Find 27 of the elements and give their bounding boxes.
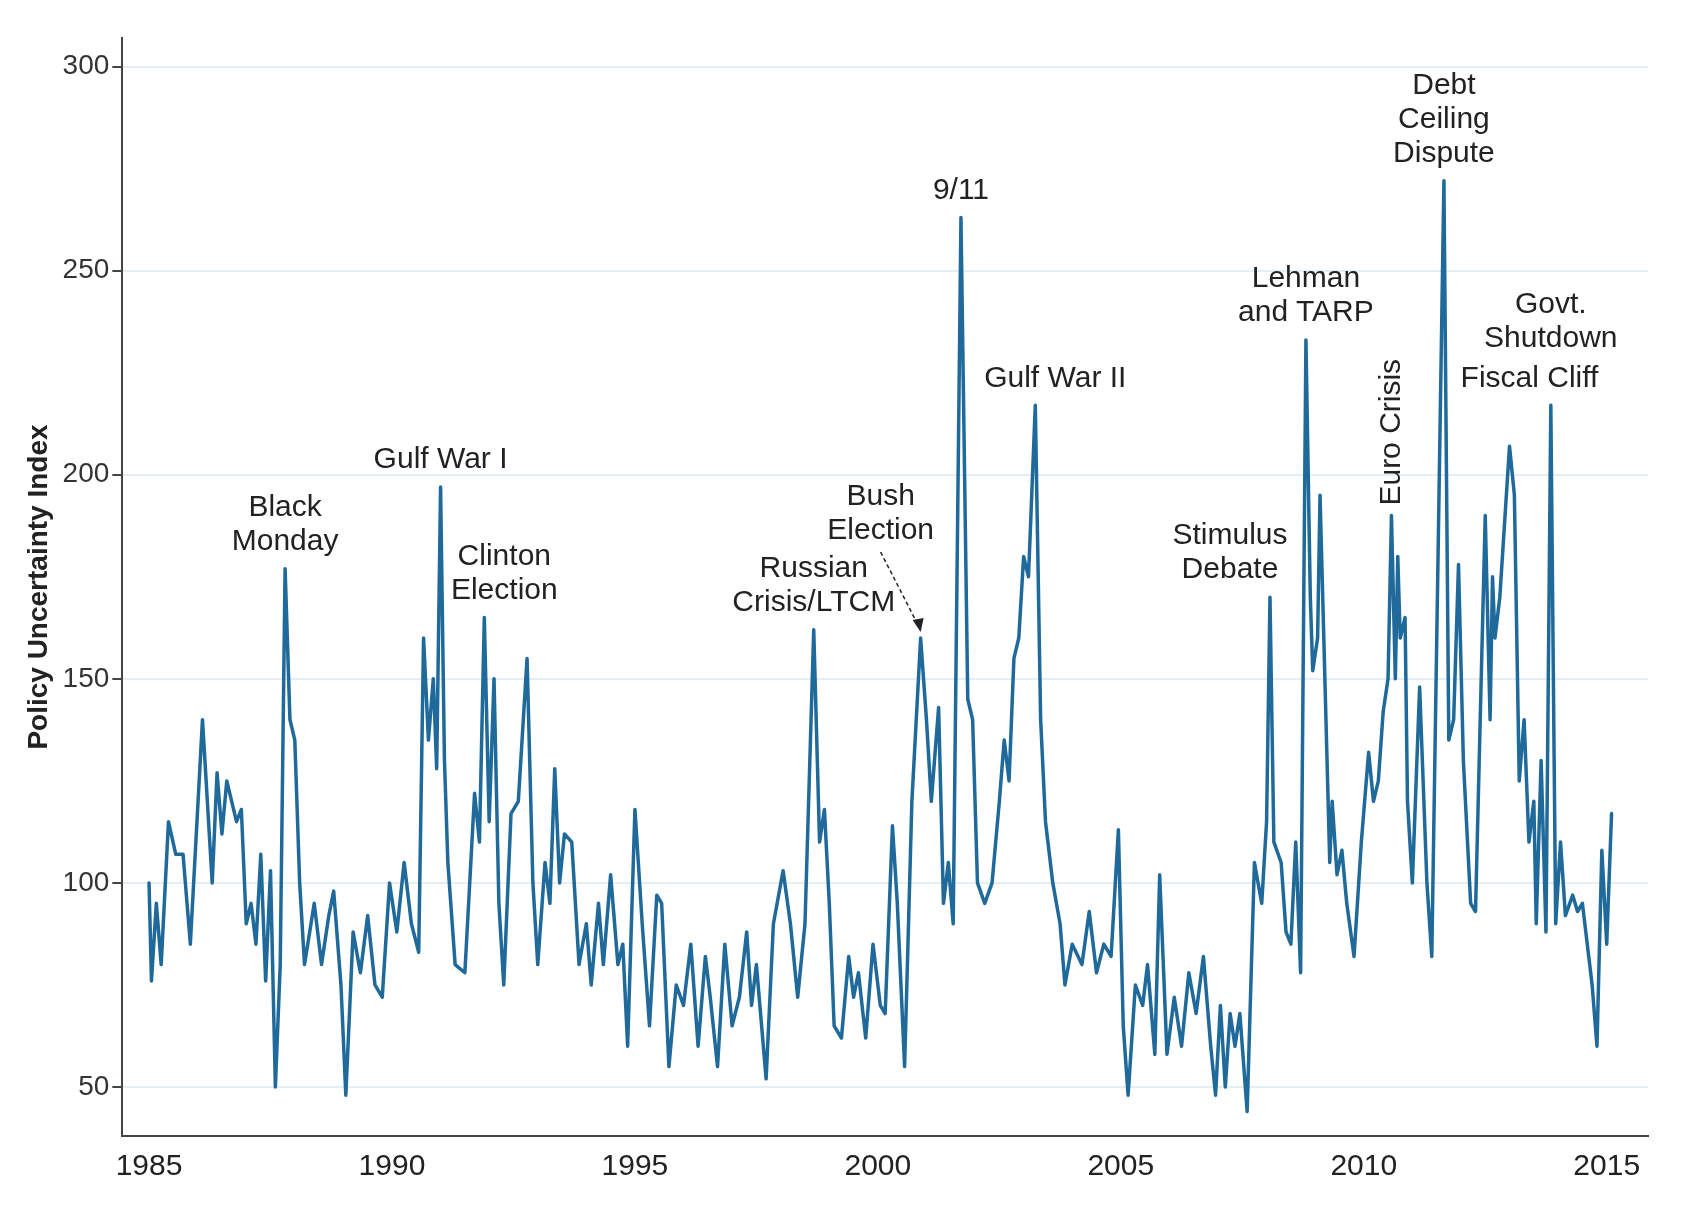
x-tick-label: 2015 (1573, 1148, 1641, 1182)
y-tick-label: 150 (62, 661, 110, 693)
y-tick-label: 50 (78, 1069, 110, 1101)
x-tick-label: 2005 (1087, 1148, 1155, 1182)
annotation: Lehman and TARP (1238, 260, 1374, 328)
y-tick-label: 300 (62, 49, 110, 81)
annotation: 9/11 (932, 171, 990, 205)
y-tick-label: 200 (62, 457, 110, 489)
annotation: Stimulus Debate (1172, 517, 1288, 585)
annotation: Euro Crisis (1372, 358, 1406, 506)
annotation: Clinton Election (450, 537, 558, 605)
annotation: Gulf War I (373, 441, 508, 475)
annotation: Bush Election (827, 478, 934, 546)
x-tick-label: 1990 (358, 1148, 426, 1182)
annotation: Govt. Shutdown (1484, 285, 1618, 353)
annotation: Russian Crisis/LTCM (732, 550, 896, 618)
x-tick-label: 2010 (1330, 1148, 1398, 1182)
annotation: Black Monday (231, 488, 339, 556)
annotation: Fiscal Cliff (1460, 360, 1600, 394)
annotation: Gulf War II (984, 359, 1127, 393)
annotation: Debt Ceiling Dispute (1393, 67, 1495, 169)
x-tick-label: 1985 (115, 1148, 183, 1182)
y-tick-label: 250 (62, 253, 110, 285)
y-axis-title: Policy Uncertainty Index (21, 423, 53, 750)
y-tick-label: 100 (62, 865, 110, 897)
x-tick-label: 1995 (601, 1148, 669, 1182)
x-tick-label: 2000 (844, 1148, 912, 1182)
